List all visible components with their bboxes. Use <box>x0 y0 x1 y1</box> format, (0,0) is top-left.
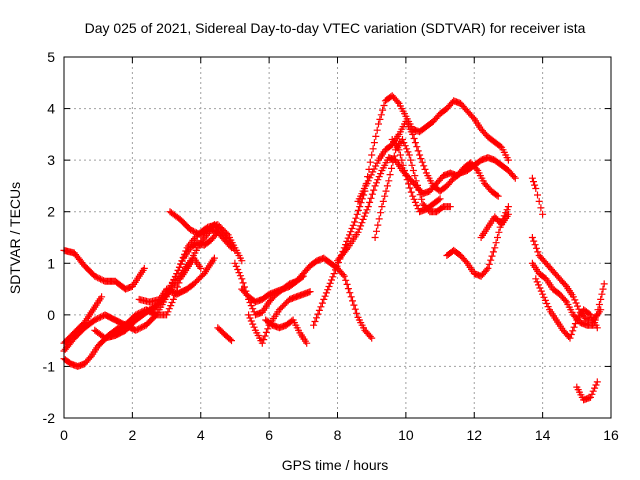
series-12 <box>262 316 311 347</box>
point-markers <box>111 254 205 337</box>
series-5 <box>111 254 205 337</box>
point-markers <box>60 221 246 355</box>
x-axis-label: GPS time / hours <box>282 457 389 473</box>
y-tick-label: 5 <box>47 49 55 65</box>
x-tick-label: 10 <box>398 427 414 443</box>
series-6 <box>135 254 218 306</box>
y-axis-label: SDTVAR / TECUs <box>7 182 23 294</box>
series-23 <box>532 275 601 342</box>
point-markers <box>135 254 218 306</box>
point-markers <box>477 210 512 241</box>
y-tick-label: -2 <box>43 410 56 426</box>
y-tick-label: 3 <box>47 152 55 168</box>
point-markers <box>91 228 222 342</box>
series-17 <box>388 136 444 216</box>
series-14 <box>334 154 502 265</box>
point-markers <box>310 92 512 329</box>
series-4 <box>91 228 222 342</box>
series-21 <box>528 234 605 324</box>
series-3 <box>60 293 106 347</box>
series-13 <box>310 92 512 329</box>
x-tick-label: 2 <box>128 427 136 443</box>
point-markers <box>238 254 376 342</box>
point-markers <box>532 275 601 342</box>
series-2 <box>60 221 246 355</box>
point-markers <box>388 136 444 216</box>
x-tick-label: 6 <box>265 427 273 443</box>
point-markers <box>60 246 148 293</box>
y-tick-label: -1 <box>43 358 56 374</box>
series-24 <box>573 378 601 404</box>
point-markers <box>528 234 605 324</box>
series-15 <box>354 118 519 205</box>
data-points <box>60 92 608 404</box>
series-20 <box>528 174 547 218</box>
point-markers <box>354 118 519 205</box>
point-markers <box>166 208 239 254</box>
x-tick-label: 16 <box>603 427 619 443</box>
point-markers <box>60 293 106 347</box>
point-markers <box>262 316 311 347</box>
x-tick-label: 0 <box>60 427 68 443</box>
chart-title: Day 025 of 2021, Sidereal Day-to-day VTE… <box>85 20 586 36</box>
series-10 <box>238 254 376 342</box>
y-tick-label: 4 <box>47 101 55 117</box>
series-0 <box>60 246 148 293</box>
plot-frame <box>63 56 612 419</box>
y-tick-label: 0 <box>47 307 55 323</box>
series-19 <box>477 210 512 241</box>
series-8 <box>214 324 235 345</box>
point-markers <box>528 174 547 218</box>
series-22 <box>528 259 608 329</box>
y-tick-label: 1 <box>47 255 55 271</box>
point-markers <box>214 324 235 345</box>
x-tick-label: 14 <box>535 427 551 443</box>
point-markers <box>528 259 608 329</box>
x-tick-label: 8 <box>334 427 342 443</box>
point-markers <box>334 154 502 265</box>
x-tick-label: 4 <box>197 427 205 443</box>
point-markers <box>443 203 512 280</box>
y-tick-label: 2 <box>47 204 55 220</box>
series-7 <box>166 208 239 254</box>
point-markers <box>573 378 601 404</box>
x-tick-label: 12 <box>466 427 482 443</box>
series-18 <box>443 203 512 280</box>
